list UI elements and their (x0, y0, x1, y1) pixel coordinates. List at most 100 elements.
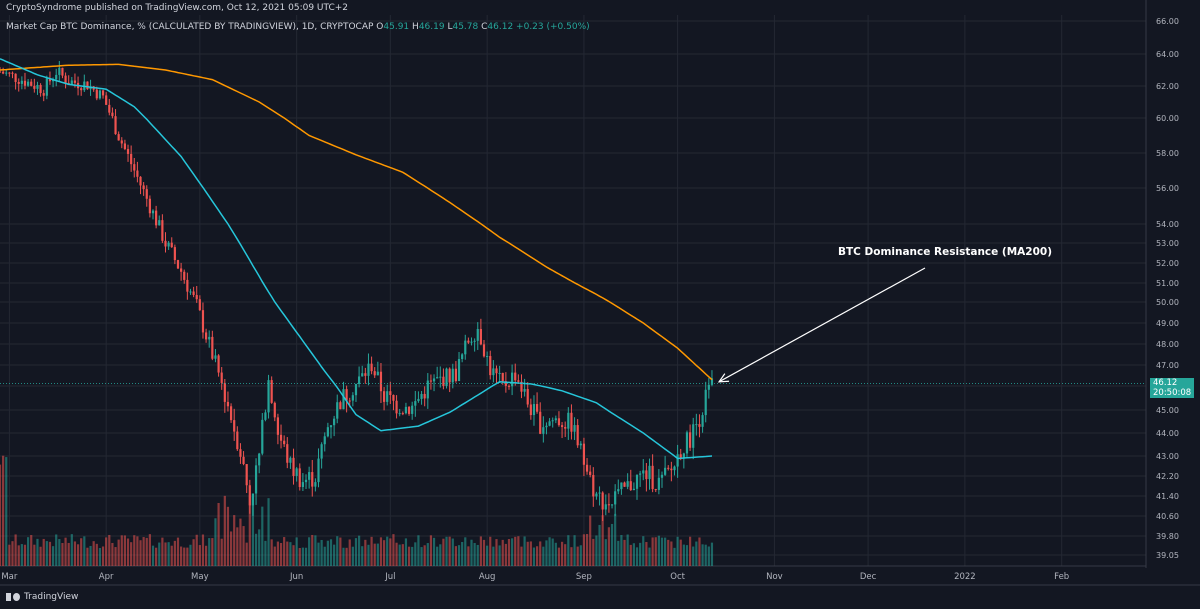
volume-bar (254, 533, 258, 566)
volume-bar (342, 547, 345, 566)
candle-body (98, 90, 102, 99)
volume-bar (654, 537, 657, 566)
volume-bar (164, 542, 167, 566)
volume-bar (226, 506, 230, 566)
candle-body (176, 260, 180, 269)
volume-bar (407, 546, 411, 566)
volume-bar (283, 537, 286, 566)
candle (292, 448, 295, 485)
volume-bar (48, 541, 52, 566)
candle (39, 83, 42, 97)
volume-bar (248, 495, 251, 566)
volume-bar (133, 535, 136, 566)
volume-bar (311, 534, 314, 566)
candle-body (220, 372, 223, 383)
y-tick-label: 48.00 (1156, 340, 1179, 349)
candle (139, 176, 142, 195)
volume-bar (379, 537, 383, 566)
candle-body (233, 420, 236, 432)
volume-bar (514, 536, 517, 566)
volume-bar (470, 539, 473, 566)
candle-body (248, 485, 251, 506)
candle-body (33, 85, 36, 89)
x-tick-label: Aug (479, 572, 496, 582)
y-tick-label: 47.00 (1156, 361, 1179, 370)
candle-body (654, 489, 657, 491)
candle-body (151, 210, 155, 214)
candle (142, 182, 145, 196)
candle-body (554, 418, 557, 421)
candle-body (579, 443, 582, 446)
candle (464, 334, 467, 360)
candle (623, 481, 626, 487)
volume-bar (457, 545, 461, 566)
volume-bar (5, 457, 8, 566)
candle-body (367, 363, 370, 376)
candle (261, 413, 264, 456)
volume-bar (76, 544, 80, 566)
candle-body (86, 81, 89, 90)
candle-body (258, 453, 261, 466)
candle-body (657, 477, 660, 490)
annotation-arrowhead-icon (717, 373, 730, 383)
volume-bar (148, 534, 151, 566)
candle (514, 363, 517, 386)
annotation-arrow-icon (718, 267, 926, 383)
candle (239, 443, 242, 464)
candle-body (195, 294, 198, 300)
candle (258, 452, 261, 474)
volume-bar (676, 536, 679, 566)
volume-bar (604, 539, 607, 566)
volume-bar (504, 543, 507, 566)
volume-bar (189, 544, 192, 566)
volume-bar (645, 542, 648, 566)
candle (545, 422, 548, 435)
volume-bar (198, 545, 201, 566)
candle-body (308, 472, 311, 480)
candle-body (354, 383, 358, 396)
volume-bar (136, 536, 139, 566)
volume-bar (598, 524, 601, 566)
volume-bar (707, 546, 710, 566)
candle (670, 461, 673, 482)
candle (195, 285, 198, 303)
candle (548, 418, 551, 427)
footer-brand[interactable]: TradingView (6, 592, 78, 602)
candle-body (189, 291, 192, 293)
volume-bar (0, 464, 2, 566)
candle-body (358, 376, 361, 384)
low-label: L (447, 22, 453, 32)
candle (620, 482, 623, 495)
candle-body (5, 72, 8, 74)
candle (376, 361, 379, 376)
volume-bar (64, 537, 67, 566)
volume-bar (679, 539, 682, 566)
candle-body (167, 242, 170, 247)
candle (42, 89, 45, 102)
candle (567, 407, 570, 440)
candle-body (432, 378, 436, 382)
candle-body (155, 210, 158, 226)
candle-body (120, 140, 123, 144)
volume-bar (30, 535, 33, 566)
candle (507, 384, 511, 390)
candle-body (204, 332, 208, 340)
volume-bar (682, 544, 685, 566)
candle-body (617, 489, 620, 492)
candle (629, 469, 632, 491)
candle-body (401, 413, 404, 415)
candle-body (567, 412, 570, 429)
candle (86, 81, 89, 90)
candle (286, 437, 289, 469)
candle (251, 493, 255, 516)
candle-body (389, 391, 392, 395)
candle-body (17, 81, 20, 84)
volume-bar (186, 547, 189, 566)
volume-bar (635, 547, 639, 566)
volume-bar (620, 535, 623, 566)
candle (498, 365, 501, 383)
candle (45, 75, 48, 100)
candle-body (529, 404, 532, 416)
candle-body (214, 355, 217, 359)
candle (404, 402, 408, 415)
